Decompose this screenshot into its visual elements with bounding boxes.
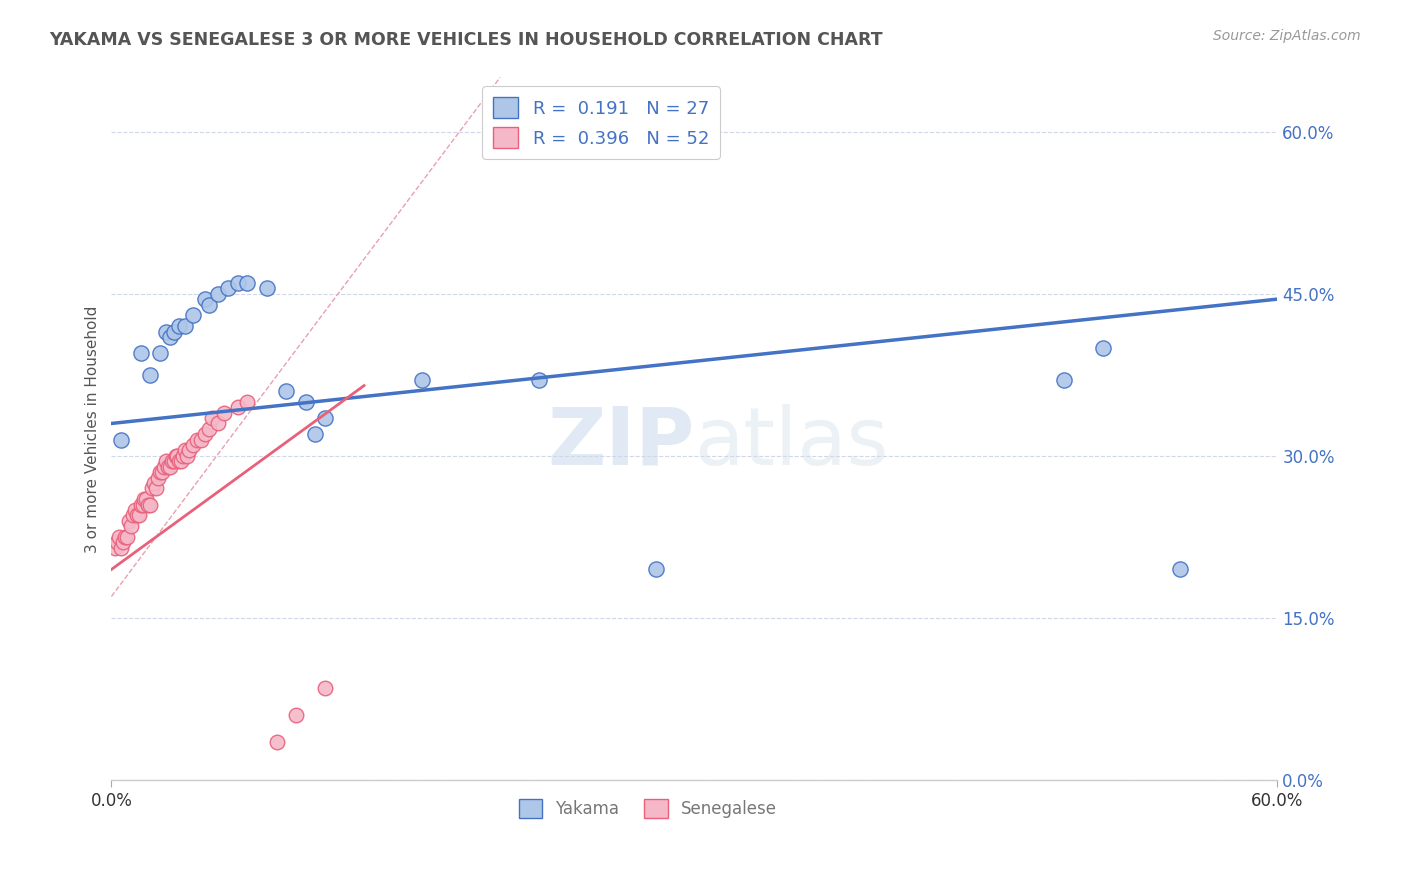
Point bbox=[131, 498, 153, 512]
Point bbox=[138, 498, 160, 512]
Point bbox=[135, 492, 157, 507]
Point bbox=[304, 427, 326, 442]
Point bbox=[155, 454, 177, 468]
Point bbox=[129, 498, 152, 512]
Point bbox=[411, 373, 433, 387]
Point bbox=[212, 406, 235, 420]
Point bbox=[104, 541, 127, 555]
Point bbox=[143, 475, 166, 490]
Point bbox=[166, 449, 188, 463]
Point bbox=[149, 346, 172, 360]
Point bbox=[112, 535, 135, 549]
Point bbox=[121, 508, 143, 523]
Text: Source: ZipAtlas.com: Source: ZipAtlas.com bbox=[1213, 29, 1361, 43]
Point bbox=[141, 481, 163, 495]
Legend: Yakama, Senegalese: Yakama, Senegalese bbox=[512, 792, 783, 825]
Point bbox=[108, 530, 131, 544]
Point bbox=[169, 319, 191, 334]
Point bbox=[181, 309, 204, 323]
Point bbox=[176, 449, 198, 463]
Point bbox=[170, 454, 193, 468]
Point bbox=[186, 433, 208, 447]
Point bbox=[159, 459, 181, 474]
Point bbox=[139, 498, 162, 512]
Point bbox=[120, 519, 142, 533]
Point bbox=[115, 530, 138, 544]
Point bbox=[527, 373, 550, 387]
Point bbox=[190, 433, 212, 447]
Point bbox=[644, 562, 666, 576]
Point bbox=[125, 508, 148, 523]
Point bbox=[226, 401, 249, 415]
Point bbox=[314, 411, 336, 425]
Point bbox=[159, 330, 181, 344]
Point bbox=[129, 346, 152, 360]
Text: YAKAMA VS SENEGALESE 3 OR MORE VEHICLES IN HOUSEHOLD CORRELATION CHART: YAKAMA VS SENEGALESE 3 OR MORE VEHICLES … bbox=[49, 31, 883, 49]
Point bbox=[194, 427, 217, 442]
Point bbox=[172, 449, 194, 463]
Point bbox=[110, 433, 132, 447]
Point bbox=[160, 454, 183, 468]
Point bbox=[276, 384, 298, 398]
Text: ZIP: ZIP bbox=[547, 404, 695, 482]
Point bbox=[181, 438, 204, 452]
Point bbox=[285, 708, 308, 723]
Point bbox=[179, 443, 201, 458]
Point bbox=[139, 368, 162, 382]
Point bbox=[236, 394, 259, 409]
Point bbox=[165, 449, 187, 463]
Point bbox=[197, 422, 219, 436]
Point bbox=[114, 530, 136, 544]
Point bbox=[156, 459, 179, 474]
Point bbox=[314, 681, 336, 696]
Point bbox=[124, 503, 146, 517]
Point bbox=[146, 470, 169, 484]
Point bbox=[174, 443, 197, 458]
Point bbox=[197, 297, 219, 311]
Point bbox=[294, 394, 316, 409]
Point bbox=[128, 508, 150, 523]
Point bbox=[162, 454, 184, 468]
Point bbox=[169, 454, 191, 468]
Point bbox=[155, 325, 177, 339]
Point bbox=[134, 492, 156, 507]
Point bbox=[118, 514, 141, 528]
Point bbox=[149, 465, 172, 479]
Point bbox=[207, 286, 229, 301]
Y-axis label: 3 or more Vehicles in Household: 3 or more Vehicles in Household bbox=[86, 305, 100, 552]
Point bbox=[194, 292, 217, 306]
Text: atlas: atlas bbox=[695, 404, 889, 482]
Point bbox=[217, 281, 239, 295]
Point bbox=[207, 417, 229, 431]
Point bbox=[150, 465, 173, 479]
Point bbox=[145, 481, 167, 495]
Point bbox=[162, 325, 184, 339]
Point bbox=[1168, 562, 1191, 576]
Point bbox=[256, 281, 278, 295]
Point bbox=[201, 411, 224, 425]
Point bbox=[226, 276, 249, 290]
Point bbox=[174, 319, 197, 334]
Point bbox=[110, 541, 132, 555]
Point bbox=[236, 276, 259, 290]
Point bbox=[1052, 373, 1074, 387]
Point bbox=[1091, 341, 1114, 355]
Point bbox=[266, 735, 288, 749]
Point bbox=[153, 459, 176, 474]
Point bbox=[105, 535, 128, 549]
